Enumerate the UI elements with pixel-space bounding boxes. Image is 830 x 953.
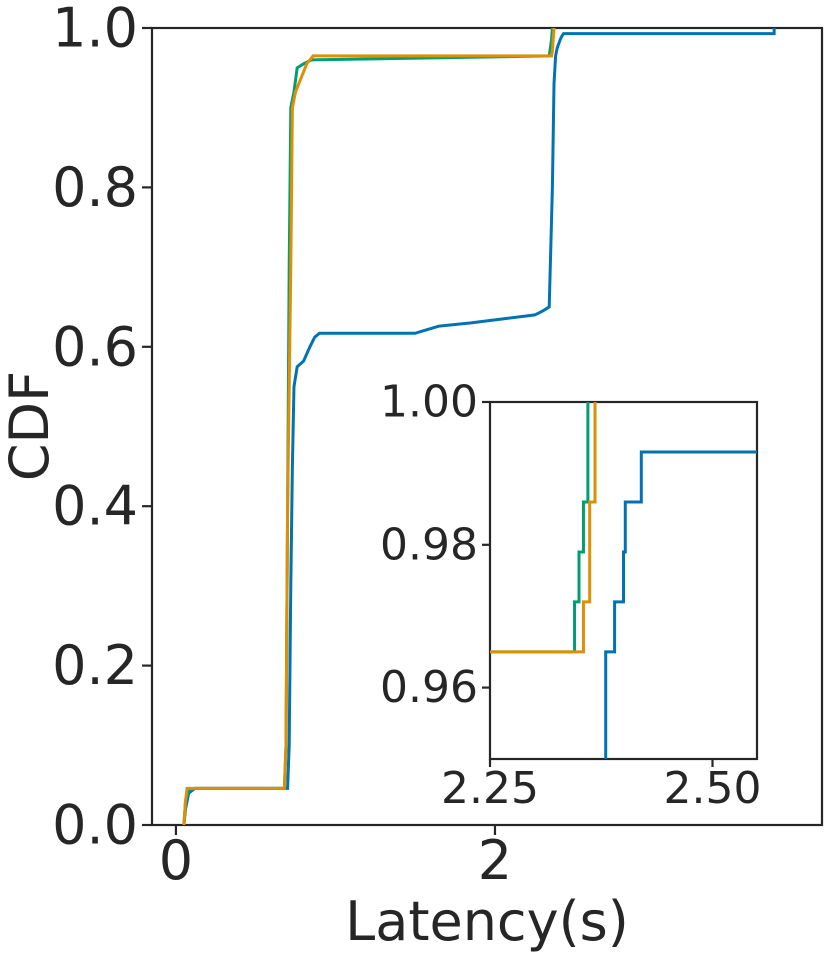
main-y-tick-label-1: 0.2 — [52, 634, 138, 697]
inset-x-tick-label-1: 2.50 — [664, 763, 762, 814]
main-y-tick-label-3: 0.6 — [52, 315, 138, 378]
inset-y-tick-label-0: 0.96 — [380, 662, 478, 713]
main-series-line-3 — [182, 28, 556, 825]
inset-series-line-2 — [490, 402, 590, 654]
inset-x-tick-label-0: 2.25 — [441, 763, 539, 814]
inset-series-line-1 — [604, 450, 757, 759]
inset-y-tick-label-2: 1.00 — [380, 377, 478, 428]
main-x-tick-label-0: 0 — [159, 829, 193, 892]
y-axis-title: CDF — [0, 371, 61, 481]
main-y-tick-label-0: 0.0 — [52, 794, 138, 857]
main-series-group — [182, 28, 776, 825]
main-y-tick-label-5: 1.0 — [52, 0, 138, 60]
inset-series-group — [490, 402, 757, 759]
x-axis-title: Latency(s) — [345, 890, 629, 953]
main-x-tick-label-1: 2 — [478, 829, 512, 892]
inset-y-tick-label-1: 0.98 — [380, 519, 478, 570]
main-y-tick-label-2: 0.4 — [52, 475, 138, 538]
inset-series-line-3 — [490, 402, 597, 654]
main-y-tick-label-4: 0.8 — [52, 156, 138, 219]
inset-plot: 0.96 0.98 1.00 2.25 2.50 — [380, 377, 761, 815]
inset-frame — [488, 400, 759, 761]
main-frame — [150, 26, 824, 827]
